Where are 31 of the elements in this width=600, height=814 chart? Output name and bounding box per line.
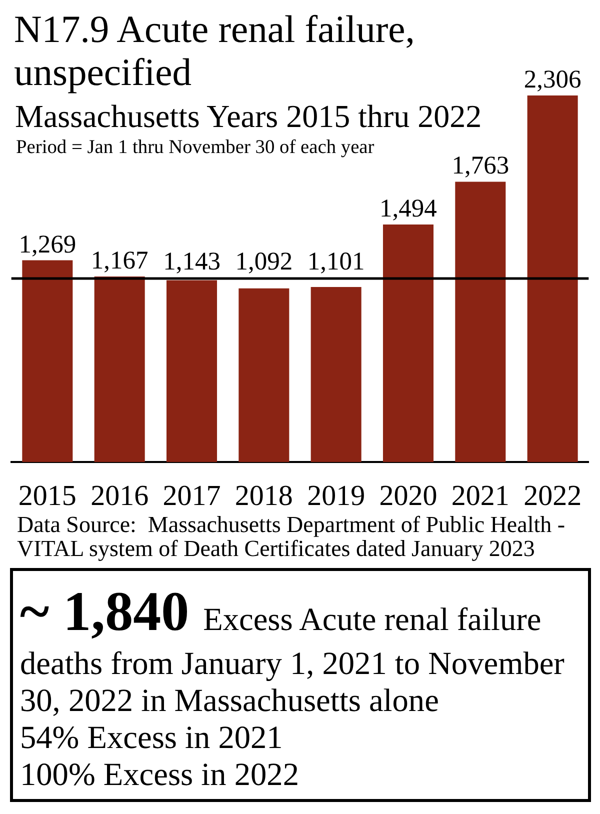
bar [94, 276, 145, 462]
text: 54% Excess in 2021 [20, 719, 284, 756]
data-label: 1,763 [452, 150, 510, 180]
x-tick-label: 2020 [379, 480, 438, 512]
data-label: 1,167 [90, 245, 149, 274]
x-tick-label: 2018 [234, 480, 293, 512]
bar [22, 260, 73, 462]
data-label: 1,101 [307, 246, 365, 276]
x-tick-label: 2021 [451, 480, 510, 512]
bar [238, 288, 290, 462]
text: 100% Excess in 2022 [20, 756, 300, 794]
data-label: 1,269 [18, 229, 76, 258]
data-label: 2,306 [524, 64, 582, 94]
data-label: 1,143 [163, 246, 220, 276]
bar [166, 280, 218, 462]
bar [455, 182, 506, 462]
x-tick-label: 2016 [90, 480, 149, 512]
text: ~ 1,840 Excess Acute renal failure deaths from January 1, 2021 to November 30, 2022 in Massachusetts alone [20, 581, 564, 718]
chart-title: N17.9 Acute renal failure, unspecified [14, 8, 416, 95]
annotation: Period = Jan 1 thru November 30 of each year [16, 137, 374, 158]
bar [527, 95, 578, 462]
x-tick-label: 2022 [524, 480, 582, 512]
source-note: Data Source: Massachusetts Department of Public Health - VITAL system of Death Certificates dated January 2023 [17, 512, 566, 560]
bar [382, 224, 434, 462]
x-tick-label: 2015 [18, 480, 76, 512]
chart-subtitle: Massachusetts Years 2015 thru 2022 [15, 98, 483, 134]
data-label: 1,092 [235, 246, 293, 276]
data-label: 1,494 [380, 193, 438, 222]
x-tick-label: 2017 [162, 480, 221, 512]
bar [310, 286, 362, 462]
x-tick-label: 2019 [307, 480, 366, 512]
